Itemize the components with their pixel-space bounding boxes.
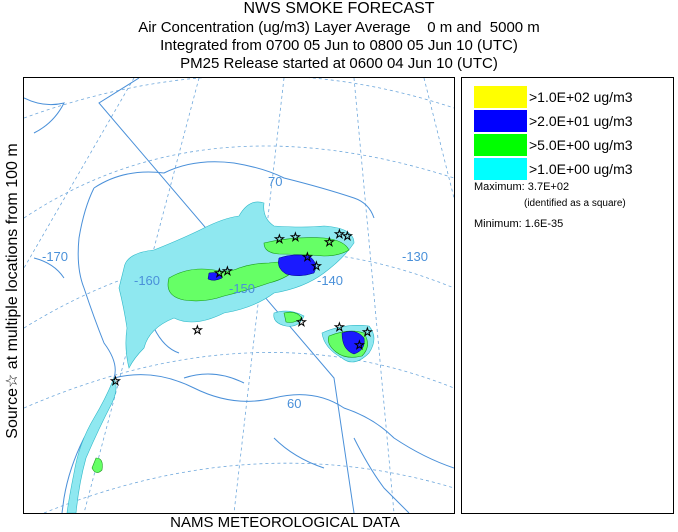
title-line-4: PM25 Release started at 0600 04 Jun 10 (…	[180, 55, 498, 72]
minimum-stat: Minimum: 1.6E-35	[474, 218, 563, 230]
smoke-medium-regions	[91, 237, 368, 473]
lon-label: -160	[134, 273, 160, 288]
legend-label: >5.0E+00 ug/m3	[529, 137, 633, 153]
legend-swatch-blue	[474, 110, 527, 132]
source-star-icon: ☆	[214, 266, 225, 280]
source-star-icon: ☆	[311, 259, 322, 273]
map-panel[interactable]: ☆ ☆ ☆ ☆ ☆ ☆ ☆ ☆ ☆ ☆ ☆ ☆ ☆ ☆ ☆ -170 -160 …	[23, 77, 455, 514]
title-line-1: NWS SMOKE FORECAST	[243, 0, 435, 17]
source-star-icon: ☆	[110, 374, 121, 388]
source-star-icon: ☆	[324, 235, 335, 249]
minimum-value: 1.6E-35	[524, 218, 564, 230]
footer-data-source: NAMS METEOROLOGICAL DATA	[170, 514, 400, 531]
legend-label: >1.0E+00 ug/m3	[529, 161, 633, 177]
source-star-icon: ☆	[302, 250, 313, 264]
source-star-icon: ☆	[222, 264, 233, 278]
maximum-note: (identified as a square)	[524, 198, 626, 209]
legend-label: >1.0E+02 ug/m3	[529, 89, 633, 105]
lon-label: -150	[229, 281, 255, 296]
title-line-3: Integrated from 0700 05 Jun to 0800 05 J…	[160, 37, 518, 54]
maximum-label: Maximum:	[474, 181, 525, 193]
source-markers: ☆ ☆ ☆ ☆ ☆ ☆ ☆ ☆ ☆ ☆ ☆ ☆ ☆ ☆ ☆	[110, 227, 373, 389]
smoke-heavy-regions	[207, 254, 365, 355]
source-star-icon: ☆	[334, 320, 345, 334]
minimum-label: Minimum:	[474, 218, 522, 230]
source-star-icon: ☆	[192, 323, 203, 337]
source-star-icon: ☆	[274, 232, 285, 246]
source-label: Source☆ at multiple locations from 100 m	[4, 143, 21, 439]
legend-swatch-cyan	[474, 158, 527, 180]
legend-panel: >1.0E+02 ug/m3 >2.0E+01 ug/m3 >5.0E+00 u…	[461, 77, 674, 514]
source-star-icon: ☆	[290, 230, 301, 244]
source-star-icon: ☆	[354, 338, 365, 352]
legend-label: >2.0E+01 ug/m3	[529, 113, 633, 129]
lon-label: -140	[317, 273, 343, 288]
lon-label: -130	[402, 249, 428, 264]
source-star-icon: ☆	[342, 229, 353, 243]
lon-label: -170	[42, 249, 68, 264]
map-canvas: ☆ ☆ ☆ ☆ ☆ ☆ ☆ ☆ ☆ ☆ ☆ ☆ ☆ ☆ ☆ -170 -160 …	[24, 78, 454, 513]
maximum-value: 3.7E+02	[527, 181, 570, 193]
maximum-stat: Maximum: 3.7E+02	[474, 181, 569, 193]
title-line-2: Air Concentration (ug/m3) Layer Average …	[138, 19, 540, 36]
legend-swatch-green	[474, 134, 527, 156]
source-star-icon: ☆	[296, 315, 307, 329]
legend-swatch-yellow	[474, 86, 527, 108]
source-star-icon: ☆	[362, 325, 373, 339]
source-star-icon: ☆	[334, 227, 345, 241]
lat-label: 60	[287, 396, 301, 411]
lat-label: 70	[268, 174, 282, 189]
